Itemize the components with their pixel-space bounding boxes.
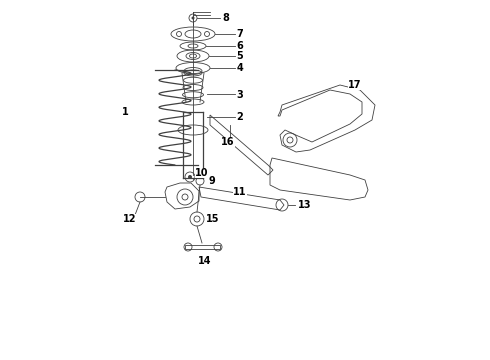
Text: 17: 17 [348, 80, 362, 90]
Text: 6: 6 [237, 41, 244, 51]
Circle shape [192, 17, 195, 19]
Text: 10: 10 [195, 168, 209, 178]
Text: 13: 13 [298, 200, 312, 210]
Circle shape [188, 175, 192, 179]
Text: 7: 7 [237, 29, 244, 39]
Text: 2: 2 [237, 112, 244, 122]
Text: 11: 11 [233, 187, 247, 197]
Text: 15: 15 [206, 214, 220, 224]
Text: 3: 3 [237, 90, 244, 100]
Text: 5: 5 [237, 51, 244, 61]
Text: 12: 12 [123, 214, 137, 224]
Text: 14: 14 [198, 256, 212, 266]
Text: 9: 9 [209, 176, 216, 186]
Text: 1: 1 [122, 107, 128, 117]
Text: 8: 8 [222, 13, 229, 23]
Text: 4: 4 [237, 63, 244, 73]
Text: 16: 16 [221, 137, 235, 147]
